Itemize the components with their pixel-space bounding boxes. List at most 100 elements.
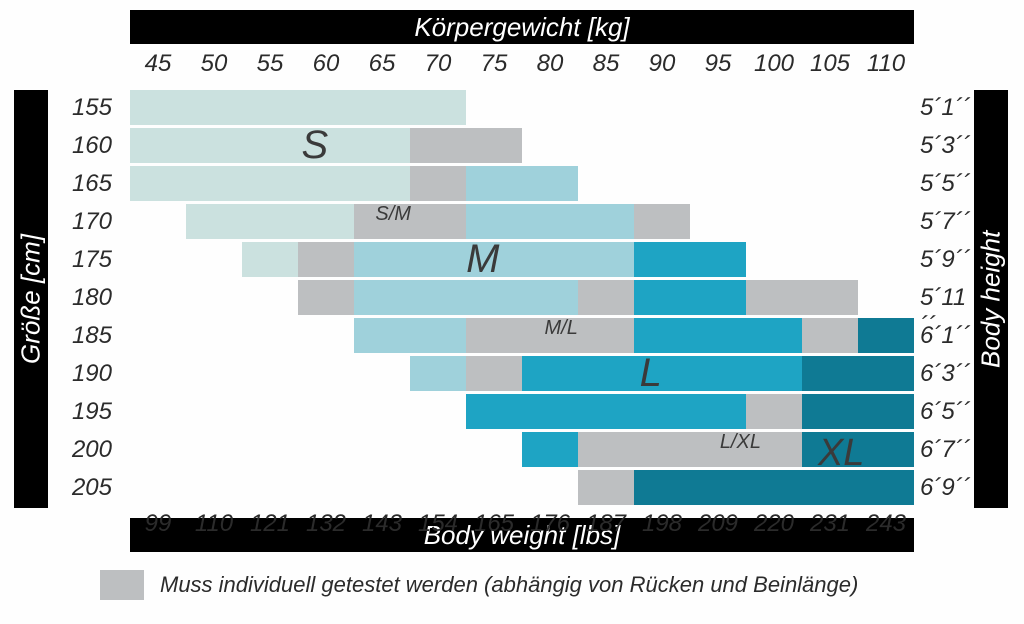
size-label-M-L: M/L <box>521 317 601 340</box>
cm-label: 195 <box>52 398 112 426</box>
title-left: Größe [cm] <box>14 90 48 508</box>
cell-S <box>130 128 186 163</box>
kg-label: 75 <box>464 50 524 78</box>
cm-label: 160 <box>52 132 112 160</box>
cell-g <box>746 280 802 315</box>
lbs-label: 220 <box>744 510 804 538</box>
size-label-L: L <box>611 351 691 396</box>
cm-label: 205 <box>52 474 112 502</box>
size-label-S-M: S/M <box>353 203 433 226</box>
kg-label: 65 <box>352 50 412 78</box>
legend: Muss individuell getestet werden (abhäng… <box>100 570 858 600</box>
kg-label: 100 <box>744 50 804 78</box>
kg-label: 50 <box>184 50 244 78</box>
kg-label: 55 <box>240 50 300 78</box>
cell-g <box>634 432 690 467</box>
cell-XL <box>858 394 914 429</box>
size-label-L-XL: L/XL <box>700 431 780 454</box>
cell-S <box>242 90 298 125</box>
lbs-label: 110 <box>184 510 244 538</box>
cell-XL <box>802 394 858 429</box>
kg-label: 70 <box>408 50 468 78</box>
legend-text: Muss individuell getestet werden (abhäng… <box>160 572 858 598</box>
cell-M <box>410 356 466 391</box>
cell-g <box>466 128 522 163</box>
lbs-label: 99 <box>128 510 188 538</box>
cm-label: 180 <box>52 284 112 312</box>
cell-L <box>746 356 802 391</box>
cell-g <box>410 166 466 201</box>
ft-label: 5´7´´ <box>920 208 980 236</box>
cell-g <box>578 432 634 467</box>
cell-XL <box>858 356 914 391</box>
cell-M <box>522 280 578 315</box>
cell-XL <box>858 318 914 353</box>
size-label-M: M <box>443 237 523 282</box>
cell-g <box>298 280 354 315</box>
cell-S <box>242 204 298 239</box>
cell-L <box>690 394 746 429</box>
lbs-label: 243 <box>856 510 916 538</box>
cell-g <box>802 318 858 353</box>
cell-g <box>466 356 522 391</box>
kg-label: 95 <box>688 50 748 78</box>
cell-g <box>746 394 802 429</box>
cell-S <box>186 90 242 125</box>
cell-S <box>130 166 186 201</box>
cell-S <box>130 90 186 125</box>
lbs-label: 121 <box>240 510 300 538</box>
cell-S <box>242 242 298 277</box>
lbs-label: 198 <box>632 510 692 538</box>
cell-XL <box>634 470 690 505</box>
size-label-XL: XL <box>801 432 881 475</box>
cell-g <box>466 318 522 353</box>
cm-label: 175 <box>52 246 112 274</box>
cell-M <box>354 280 410 315</box>
cell-S <box>298 90 354 125</box>
ft-label: 6´5´´ <box>920 398 980 426</box>
cell-g <box>802 280 858 315</box>
cell-S <box>298 166 354 201</box>
cell-L <box>522 356 578 391</box>
cell-L <box>634 242 690 277</box>
cell-M <box>522 166 578 201</box>
cell-L <box>634 394 690 429</box>
cm-label: 185 <box>52 322 112 350</box>
cell-L <box>690 242 746 277</box>
ft-label: 6´7´´ <box>920 436 980 464</box>
ft-label: 5´5´´ <box>920 170 980 198</box>
cell-S <box>354 90 410 125</box>
cell-M <box>466 166 522 201</box>
cell-S <box>410 90 466 125</box>
legend-swatch <box>100 570 144 600</box>
size-chart: Körpergewicht [kg]Body weight [lbs]Größe… <box>0 0 1024 624</box>
cell-M <box>578 242 634 277</box>
cell-M <box>410 318 466 353</box>
cell-g <box>410 128 466 163</box>
cm-label: 190 <box>52 360 112 388</box>
cell-L <box>690 356 746 391</box>
cell-XL <box>802 470 858 505</box>
cell-M <box>354 242 410 277</box>
cell-S <box>354 166 410 201</box>
cell-L <box>634 318 690 353</box>
cell-g <box>298 242 354 277</box>
ft-label: 5´9´´ <box>920 246 980 274</box>
title-top: Körpergewicht [kg] <box>130 10 914 44</box>
kg-label: 105 <box>800 50 860 78</box>
cm-label: 155 <box>52 94 112 122</box>
cell-M <box>410 280 466 315</box>
lbs-label: 132 <box>296 510 356 538</box>
kg-label: 80 <box>520 50 580 78</box>
cell-S <box>242 166 298 201</box>
cell-L <box>578 394 634 429</box>
cell-L <box>746 318 802 353</box>
kg-label: 85 <box>576 50 636 78</box>
lbs-label: 187 <box>576 510 636 538</box>
cell-S <box>186 128 242 163</box>
cell-S <box>298 204 354 239</box>
lbs-label: 165 <box>464 510 524 538</box>
cell-M <box>578 204 634 239</box>
lbs-label: 154 <box>408 510 468 538</box>
cell-XL <box>690 470 746 505</box>
